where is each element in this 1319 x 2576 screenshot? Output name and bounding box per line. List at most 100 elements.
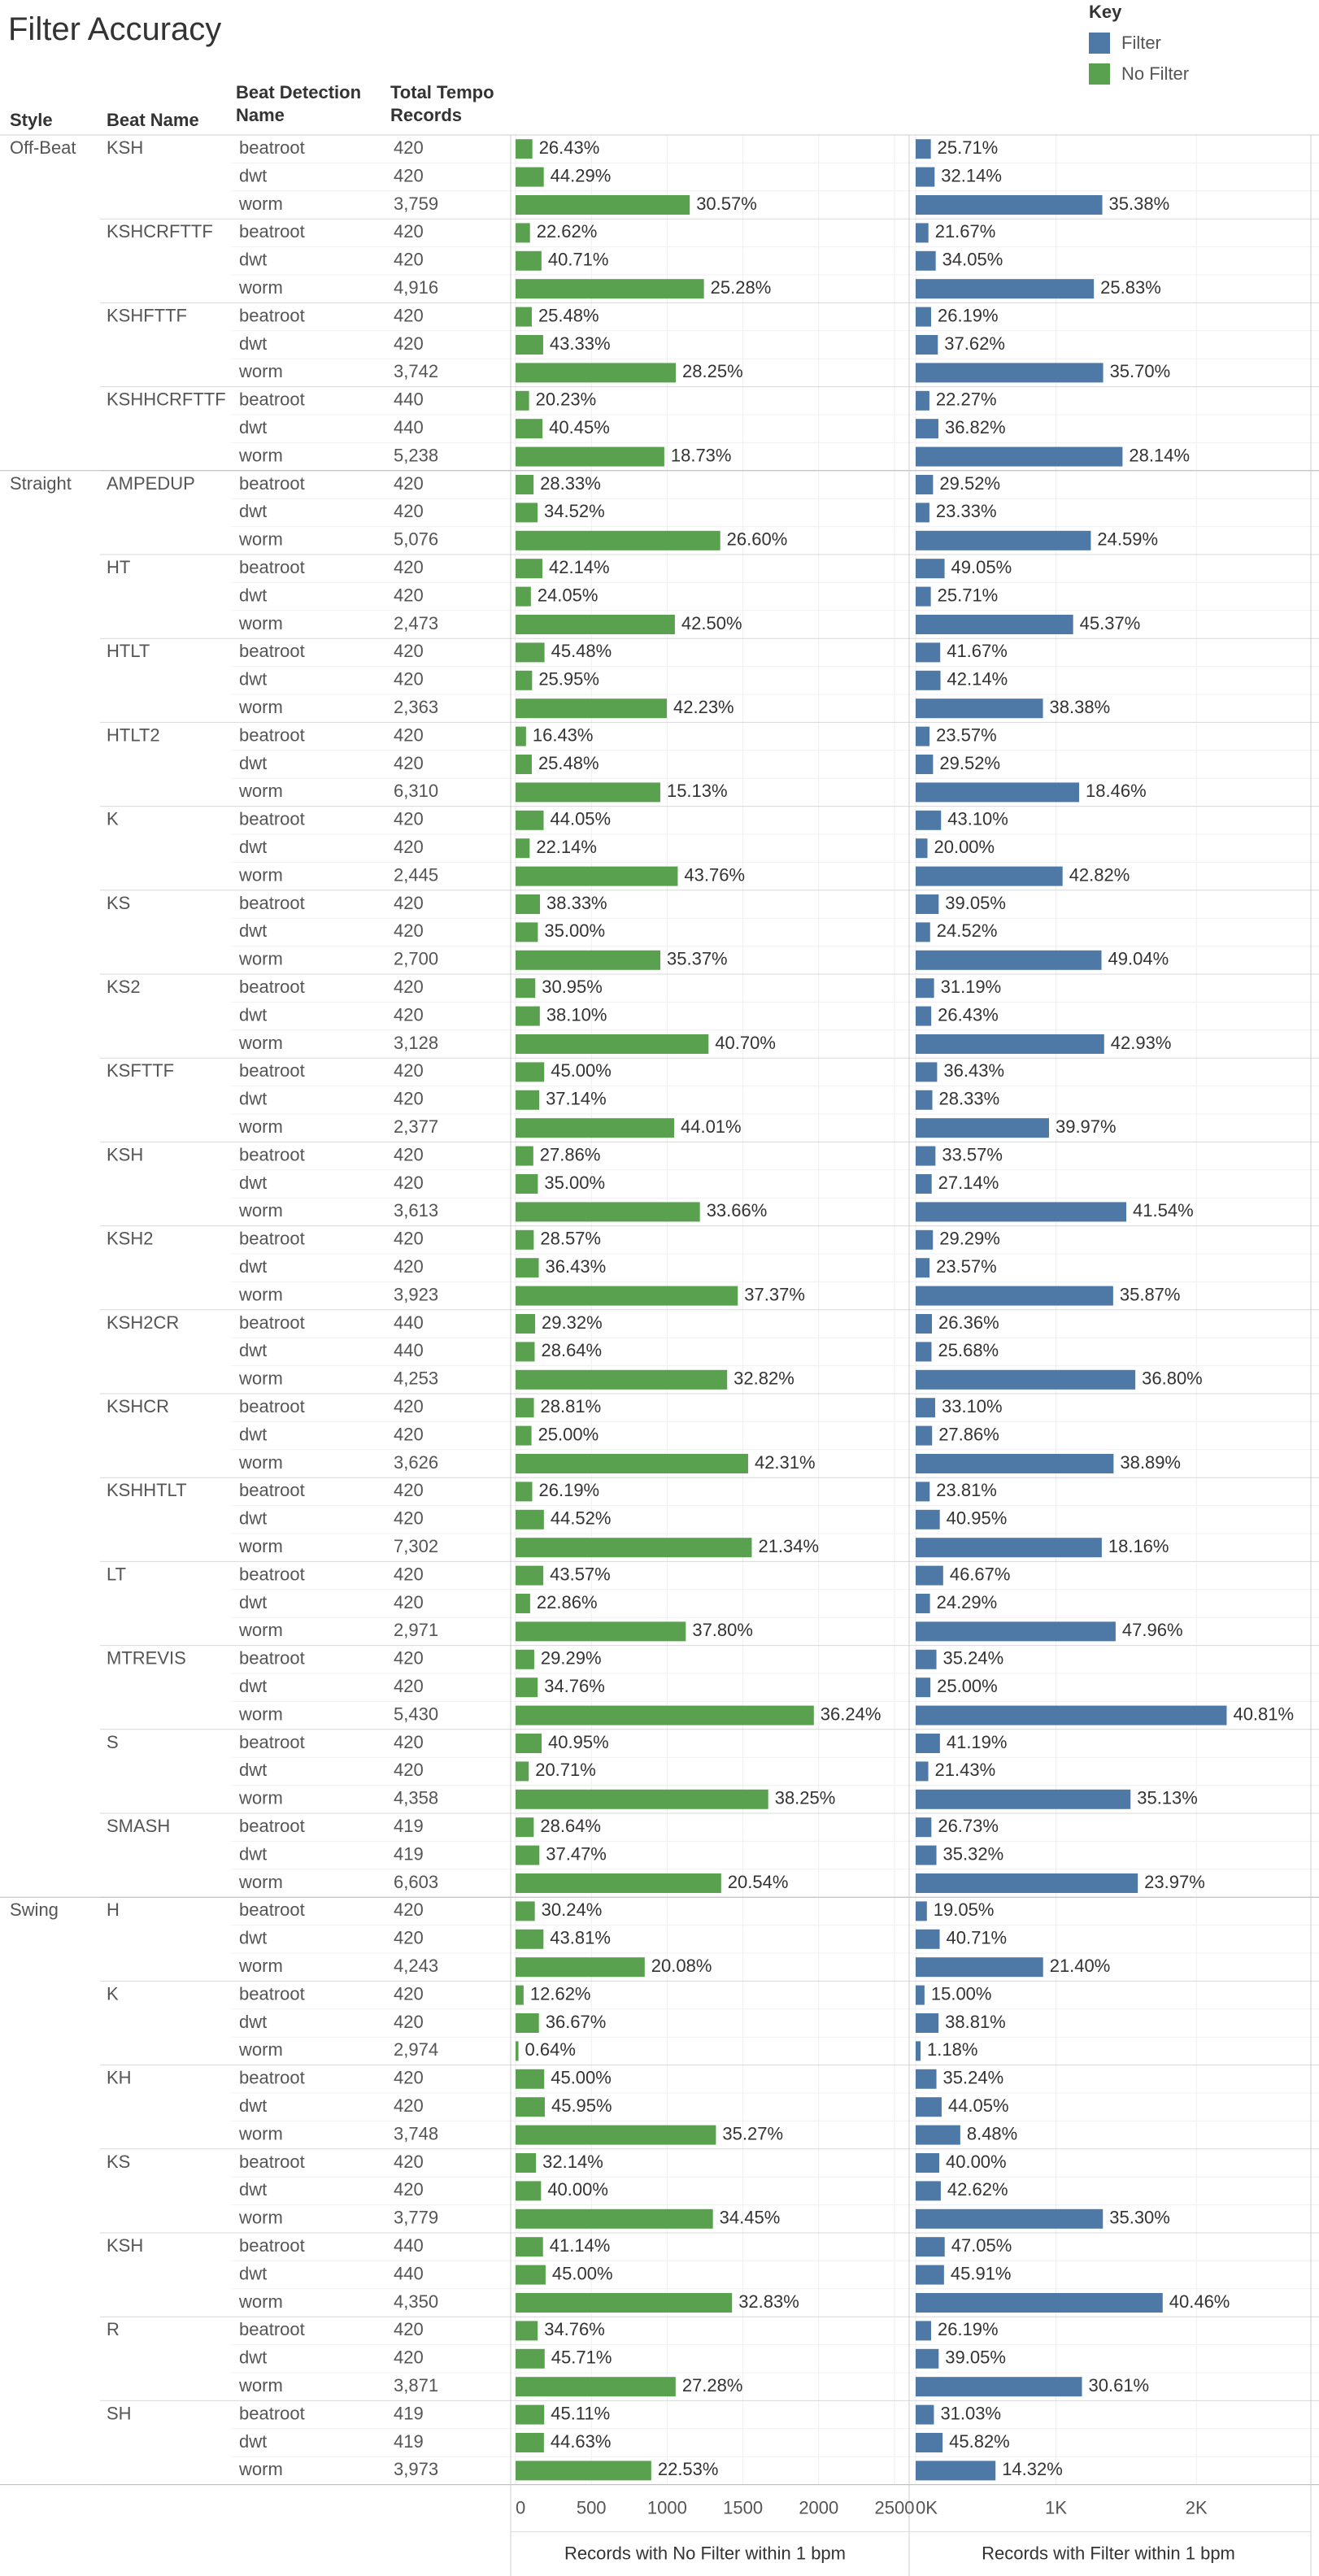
bar-no-filter[interactable]	[516, 978, 536, 999]
bar-filter[interactable]	[916, 838, 928, 859]
bar-filter[interactable]	[916, 2041, 921, 2061]
bar-filter[interactable]	[916, 1342, 932, 1362]
bar-filter[interactable]	[916, 1929, 940, 1949]
bar-filter[interactable]	[916, 1482, 930, 1502]
bar-filter[interactable]	[916, 1314, 933, 1334]
bar-no-filter[interactable]	[516, 503, 538, 523]
bar-filter[interactable]	[916, 1286, 1113, 1306]
bar-no-filter[interactable]	[516, 1286, 738, 1306]
bar-filter[interactable]	[916, 1817, 932, 1838]
bar-filter[interactable]	[916, 1789, 1131, 1809]
bar-filter[interactable]	[916, 1369, 1136, 1390]
bar-no-filter[interactable]	[516, 1538, 752, 1558]
bar-filter[interactable]	[916, 950, 1102, 970]
bar-no-filter[interactable]	[516, 1789, 768, 1809]
bar-no-filter[interactable]	[516, 2321, 538, 2341]
bar-no-filter[interactable]	[516, 2097, 545, 2117]
bar-no-filter[interactable]	[516, 1454, 748, 1473]
bar-filter[interactable]	[916, 1398, 935, 1418]
bar-filter[interactable]	[916, 390, 929, 411]
bar-filter[interactable]	[916, 1509, 940, 1530]
bar-filter[interactable]	[916, 195, 1103, 215]
bar-no-filter[interactable]	[516, 223, 530, 243]
bar-filter[interactable]	[916, 1734, 940, 1753]
bar-no-filter[interactable]	[516, 1734, 542, 1753]
bar-filter[interactable]	[916, 755, 934, 774]
bar-no-filter[interactable]	[516, 139, 533, 159]
bar-no-filter[interactable]	[516, 1006, 540, 1026]
bar-filter[interactable]	[916, 475, 934, 494]
bar-no-filter[interactable]	[516, 586, 531, 607]
bar-no-filter[interactable]	[516, 1202, 700, 1222]
bar-no-filter[interactable]	[516, 670, 533, 690]
bar-filter[interactable]	[916, 1677, 931, 1698]
bar-filter[interactable]	[916, 726, 930, 746]
bar-filter[interactable]	[916, 1062, 938, 1082]
bar-no-filter[interactable]	[516, 307, 532, 327]
bar-no-filter[interactable]	[516, 279, 704, 299]
bar-no-filter[interactable]	[516, 1425, 532, 1446]
bar-no-filter[interactable]	[516, 446, 664, 467]
bar-no-filter[interactable]	[516, 2293, 733, 2313]
bar-no-filter[interactable]	[516, 1090, 540, 1110]
bar-filter[interactable]	[916, 2321, 931, 2341]
bar-no-filter[interactable]	[516, 1594, 530, 1613]
bar-filter[interactable]	[916, 978, 934, 999]
bar-no-filter[interactable]	[516, 419, 543, 439]
bar-filter[interactable]	[916, 2013, 939, 2033]
bar-filter[interactable]	[916, 1006, 932, 1026]
bar-no-filter[interactable]	[516, 2153, 537, 2173]
bar-filter[interactable]	[916, 1761, 929, 1782]
bar-no-filter[interactable]	[516, 2404, 545, 2425]
bar-filter[interactable]	[916, 307, 931, 327]
bar-filter[interactable]	[916, 782, 1080, 803]
bar-no-filter[interactable]	[516, 755, 532, 774]
bar-filter[interactable]	[916, 894, 939, 914]
bar-filter[interactable]	[916, 250, 936, 271]
bar-filter[interactable]	[916, 810, 942, 830]
bar-filter[interactable]	[916, 446, 1123, 467]
bar-filter[interactable]	[916, 2097, 942, 2117]
bar-no-filter[interactable]	[516, 1398, 534, 1418]
bar-no-filter[interactable]	[516, 1873, 721, 1893]
bar-no-filter[interactable]	[516, 838, 530, 859]
bar-no-filter[interactable]	[516, 2377, 676, 2397]
bar-filter[interactable]	[916, 279, 1095, 299]
bar-filter[interactable]	[916, 1873, 1138, 1893]
bar-filter[interactable]	[916, 2208, 1104, 2229]
bar-no-filter[interactable]	[516, 2265, 546, 2285]
bar-no-filter[interactable]	[516, 475, 534, 494]
bar-filter[interactable]	[916, 530, 1091, 550]
bar-filter[interactable]	[916, 1705, 1227, 1725]
bar-no-filter[interactable]	[516, 1985, 524, 2005]
bar-filter[interactable]	[916, 223, 929, 243]
bar-filter[interactable]	[916, 2293, 1163, 2313]
bar-no-filter[interactable]	[516, 1929, 544, 1949]
bar-filter[interactable]	[916, 2069, 937, 2089]
bar-no-filter[interactable]	[516, 866, 678, 886]
bar-filter[interactable]	[916, 1454, 1114, 1473]
bar-no-filter[interactable]	[516, 1817, 534, 1838]
bar-no-filter[interactable]	[516, 810, 544, 830]
legend-item-filter[interactable]: Filter	[1089, 33, 1189, 54]
legend-item-no-filter[interactable]: No Filter	[1089, 63, 1189, 85]
bar-no-filter[interactable]	[516, 2208, 713, 2229]
bar-filter[interactable]	[916, 1090, 933, 1110]
bar-no-filter[interactable]	[516, 390, 529, 411]
bar-no-filter[interactable]	[516, 335, 543, 355]
bar-filter[interactable]	[916, 2377, 1082, 2397]
bar-no-filter[interactable]	[516, 782, 660, 803]
bar-no-filter[interactable]	[516, 1118, 674, 1138]
bar-no-filter[interactable]	[516, 615, 675, 634]
bar-filter[interactable]	[916, 1594, 930, 1613]
bar-filter[interactable]	[916, 2125, 960, 2145]
bar-filter[interactable]	[916, 2348, 939, 2369]
bar-no-filter[interactable]	[516, 1034, 709, 1054]
bar-filter[interactable]	[916, 642, 941, 663]
bar-filter[interactable]	[916, 1146, 936, 1166]
bar-filter[interactable]	[916, 139, 931, 159]
bar-no-filter[interactable]	[516, 1258, 539, 1278]
bar-no-filter[interactable]	[516, 2461, 651, 2481]
bar-no-filter[interactable]	[516, 1901, 535, 1921]
bar-filter[interactable]	[916, 1202, 1127, 1222]
